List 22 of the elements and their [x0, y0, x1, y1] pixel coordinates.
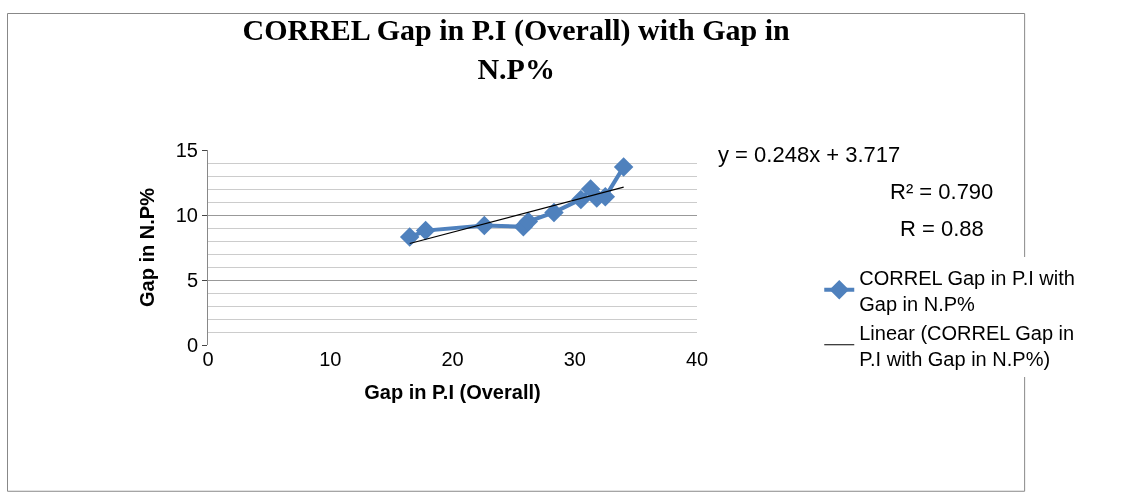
y-tick-label: 10: [175, 204, 198, 226]
x-tick-label: 0: [202, 348, 214, 370]
y-tick-label: 0: [186, 334, 198, 356]
point: [415, 220, 436, 241]
point: [613, 157, 634, 177]
legend-label: Linear (CORREL Gap in P.I with Gap in N.P%): [859, 321, 1075, 370]
x-tick-label: 20: [441, 348, 464, 370]
text: R = 0.88: [900, 216, 984, 241]
y-tick-label: 15: [175, 139, 198, 161]
point: [399, 227, 420, 247]
point: [544, 202, 564, 223]
y-axis-title: Gap in N.P%: [136, 187, 159, 307]
chart-title: CORREL Gap in P.I (Overall) with Gap in N.P%: [242, 12, 791, 85]
text: y = 0.248x + 3.717: [718, 142, 901, 167]
y-tick-label: 5: [186, 269, 198, 291]
text: R² = 0.790: [890, 179, 994, 204]
point: [518, 211, 539, 232]
x-axis-title: Gap in P.I (Overall): [364, 380, 541, 403]
legend-label: CORREL Gap in P.I with Gap in N.P%: [859, 266, 1075, 315]
x-tick-label: 10: [319, 348, 342, 370]
x-tick-label: 30: [563, 348, 586, 370]
x-tick-label: 40: [685, 348, 709, 370]
